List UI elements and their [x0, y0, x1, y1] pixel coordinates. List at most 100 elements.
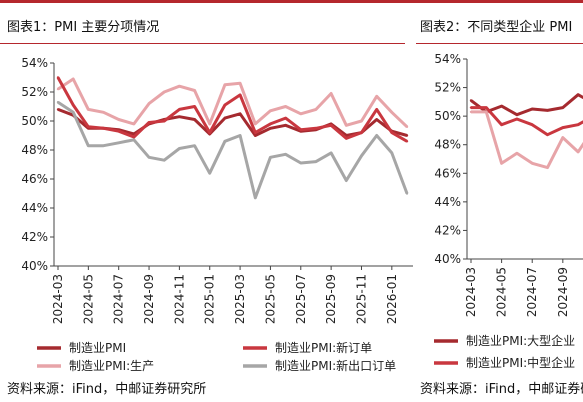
chart1-series-0-point	[223, 116, 227, 120]
chart1-y-tick-label: 48%	[21, 143, 48, 157]
chart2-y-tick-label: 50%	[434, 109, 461, 123]
chart1-series-3-point	[284, 153, 287, 156]
chart2-series-1-point	[531, 123, 534, 126]
chart2-series-0-point	[576, 93, 580, 96]
chart1-series-1-point	[375, 95, 378, 98]
chart1-series-3-point	[102, 144, 105, 147]
chart2-x-tick-label: 2024-05	[495, 267, 509, 317]
header-rule	[0, 0, 583, 3]
chart1-series-3-point	[208, 172, 211, 175]
chart2-y-tick-label: 52%	[434, 81, 461, 95]
chart1-series-1-point	[314, 108, 318, 111]
chart1-series-2-point	[87, 125, 90, 128]
chart1-series-2-point	[329, 124, 333, 127]
chart1-series-2-point	[223, 103, 227, 107]
chart1-series-3-point	[147, 156, 151, 159]
chart1-series-2-point	[178, 108, 181, 111]
chart2-legend-label: 制造业PMI:大型企业	[466, 333, 575, 348]
chart1-series-line-1	[57, 77, 409, 128]
chart1-series-2-point	[314, 127, 318, 130]
chart1-series-1-point	[223, 83, 227, 86]
chart1-series-1-point	[254, 122, 257, 126]
chart2-title-rule	[416, 43, 583, 44]
chart1-series-3-point	[72, 111, 75, 114]
chart1-series-1-point	[238, 82, 242, 85]
chart1-series-1-point	[360, 119, 363, 123]
chart1-series-2-point	[360, 131, 363, 134]
chart1-series-3-point	[163, 159, 166, 162]
chart1-series-2-point	[238, 93, 242, 97]
chart1-x-tick-label: 2025-05	[263, 274, 277, 324]
chart2-series-1-point	[561, 126, 564, 129]
chart2-series-0-point	[561, 106, 564, 109]
chart2-source: 资料来源：iFind，中邮证券研究所	[420, 382, 583, 397]
chart2-x-tick-label: 2024-07	[525, 267, 539, 317]
chart1-x-tick-label: 2024-11	[172, 274, 186, 324]
chart1-x-tick-label: 2024-03	[51, 274, 65, 324]
chart1-series-2-point	[147, 121, 151, 124]
chart1-series-0-point	[178, 115, 181, 118]
chart1-series-0-point	[284, 124, 287, 127]
chart1-y-tick-label: 52%	[21, 85, 48, 99]
chart1-y-tick-label: 46%	[21, 172, 48, 186]
chart1-series-line-3	[57, 100, 409, 200]
chart1-series-1-point	[193, 89, 196, 92]
chart1-series-2-point	[72, 103, 75, 107]
chart1-series-3-point	[117, 141, 120, 144]
chart2-y-tick-label: 40%	[434, 252, 461, 266]
chart1-series-1-point	[56, 87, 60, 91]
chart1-series-3-point	[390, 151, 393, 155]
chart1-series-1-point	[117, 118, 120, 121]
chart1-series-2-point	[375, 108, 378, 111]
chart1-title-rule	[0, 43, 405, 44]
chart1-series-0-point	[193, 118, 196, 121]
chart1-title: 图表1：PMI 主要分项情况	[7, 20, 160, 35]
chart1-series-3-point	[87, 144, 90, 147]
chart1-series-line-2	[56, 76, 408, 143]
chart1-x-tick-label: 2026-01	[385, 274, 399, 324]
chart1-series-3-point	[329, 151, 333, 155]
chart2-y-tick-label: 48%	[434, 138, 461, 152]
chart2-series-line-2	[471, 110, 583, 170]
chart2-series-line-0	[470, 93, 583, 117]
chart2-series-2-point	[469, 110, 473, 114]
chart2-series-0-point	[500, 104, 503, 108]
chart2-x-tick-label: 2024-09	[556, 267, 570, 317]
chart1-x-tick-label: 2024-05	[81, 274, 95, 324]
chart1-y-tick-label: 54%	[21, 56, 48, 70]
chart2-series-2-point	[515, 152, 519, 155]
chart2-series-1-point	[576, 123, 580, 126]
chart1-series-2-point	[284, 116, 287, 120]
chart2-y-tick-label: 44%	[434, 195, 461, 209]
chart1-series-1-point	[72, 77, 75, 81]
chart1-series-2-point	[193, 105, 196, 108]
chart1-series-2-point	[254, 131, 257, 134]
chart2-series-2-point	[531, 162, 534, 165]
chart1-legend-label: 制造业PMI	[69, 341, 126, 355]
chart2-series-0-point	[546, 109, 549, 112]
chart1-series-3-point	[223, 140, 227, 143]
chart1-y-tick-label: 50%	[21, 114, 48, 128]
chart1-series-3-point	[193, 144, 196, 147]
chart1-series-3-point	[56, 101, 60, 104]
chart1-y-tick-label: 44%	[21, 201, 48, 215]
chart2-series-0-point	[469, 99, 473, 102]
chart2-series-2-point	[500, 162, 503, 165]
chart2-series-2-point	[546, 166, 549, 169]
chart1-series-1-point	[390, 111, 393, 114]
chart1-series-3-point	[178, 147, 181, 150]
chart2-x-tick-label: 2024-03	[464, 267, 478, 317]
chart2-series-0-point	[515, 113, 519, 116]
chart1-series-1-point	[345, 124, 348, 127]
chart1-series-3-point	[269, 156, 272, 159]
chart1-series-2-point	[102, 127, 105, 130]
chart1-series-1-point	[329, 92, 333, 95]
chart2-title: 图表2：不同类型企业 PMI	[420, 20, 573, 35]
chart1: 40% 42% 44% 46% 48% 50% 52% 54% 2024-03 2024-05 20…	[21, 56, 413, 373]
chart2-series-2-point	[485, 110, 488, 114]
chart1-series-2-point	[208, 131, 211, 134]
chart1-series-1-point	[178, 85, 181, 88]
chart2-y-tick-label: 54%	[434, 52, 461, 66]
chart2-series-1-point	[500, 123, 503, 126]
chart1-series-3-point	[405, 192, 409, 195]
